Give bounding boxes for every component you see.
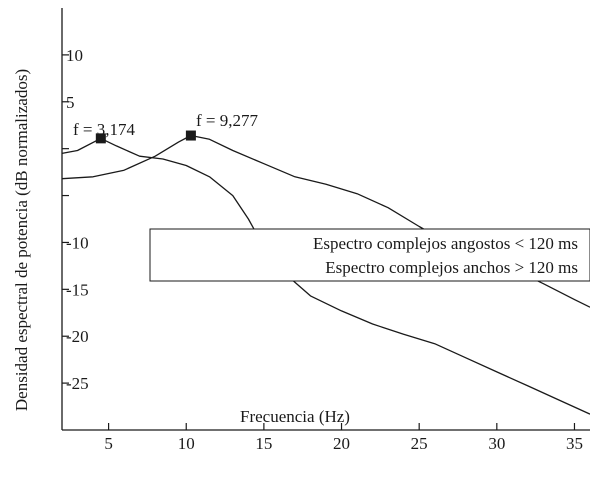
y-tick-label: -15	[66, 280, 89, 299]
legend-entry-narrow: Espectro complejos angostos < 120 ms	[313, 234, 578, 253]
y-tick-label: 10	[66, 46, 83, 65]
y-tick-label: -10	[66, 233, 89, 252]
y-axis-title: Densidad espectral de potencia (dB norma…	[12, 69, 31, 411]
legend-box	[149, 228, 590, 282]
y-tick-label: 5	[66, 93, 75, 112]
y-tick-label: -25	[66, 374, 89, 393]
x-tick-label: 35	[566, 434, 583, 453]
x-tick-label: 20	[333, 434, 350, 453]
y-tick-label: -20	[66, 327, 89, 346]
annotation-peak-wide: f = 9,277	[196, 111, 258, 130]
annotation-peak-narrow: f = 3,174	[73, 120, 135, 139]
legend-entry-wide: Espectro complejos anchos > 120 ms	[325, 258, 578, 277]
peak-marker	[95, 133, 106, 144]
x-tick-label: 15	[255, 434, 272, 453]
x-tick-label: 5	[104, 434, 113, 453]
x-tick-label: 30	[488, 434, 505, 453]
x-axis-title: Frecuencia (Hz)	[240, 407, 350, 426]
x-tick-label: 10	[178, 434, 195, 453]
x-tick-label: 25	[411, 434, 428, 453]
peak-marker	[185, 130, 196, 141]
